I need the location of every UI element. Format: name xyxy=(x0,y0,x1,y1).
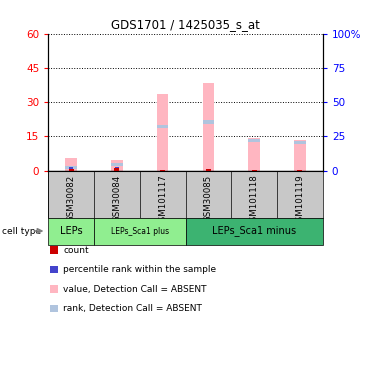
Text: GSM101119: GSM101119 xyxy=(295,174,304,227)
Bar xyxy=(249,138,260,171)
Text: percentile rank within the sample: percentile rank within the sample xyxy=(63,265,216,274)
Bar xyxy=(48,217,94,244)
Bar xyxy=(249,139,260,142)
Bar xyxy=(294,141,306,144)
Text: GSM30084: GSM30084 xyxy=(112,174,121,222)
Bar xyxy=(50,305,58,312)
Text: cell type: cell type xyxy=(2,226,41,236)
Bar xyxy=(50,266,58,273)
Bar xyxy=(252,170,257,171)
Bar xyxy=(114,168,119,171)
Text: count: count xyxy=(63,246,89,255)
Bar xyxy=(186,217,323,244)
Bar xyxy=(69,167,73,169)
Text: LEPs_Sca1 minus: LEPs_Sca1 minus xyxy=(212,225,296,237)
Bar xyxy=(160,170,165,171)
Bar xyxy=(65,166,77,170)
Bar xyxy=(65,158,77,171)
Bar xyxy=(294,140,306,171)
Bar xyxy=(115,167,119,168)
Text: LEPs_Sca1 plus: LEPs_Sca1 plus xyxy=(111,226,169,236)
Text: GSM30082: GSM30082 xyxy=(67,174,76,222)
Text: GSM101118: GSM101118 xyxy=(250,174,259,227)
Bar xyxy=(69,169,74,171)
Bar xyxy=(157,125,168,128)
Bar xyxy=(111,160,122,171)
Text: LEPs: LEPs xyxy=(60,226,82,236)
Text: GSM30085: GSM30085 xyxy=(204,174,213,222)
Bar xyxy=(157,94,168,171)
Bar xyxy=(203,83,214,171)
Text: value, Detection Call = ABSENT: value, Detection Call = ABSENT xyxy=(63,285,207,294)
Bar xyxy=(206,169,211,171)
Bar xyxy=(50,246,58,254)
Title: GDS1701 / 1425035_s_at: GDS1701 / 1425035_s_at xyxy=(111,18,260,31)
Bar xyxy=(203,120,214,124)
Bar xyxy=(94,217,186,244)
Text: rank, Detection Call = ABSENT: rank, Detection Call = ABSENT xyxy=(63,304,202,313)
Text: GSM101117: GSM101117 xyxy=(158,174,167,227)
Bar xyxy=(50,285,58,293)
Bar xyxy=(111,163,122,166)
Bar xyxy=(297,170,302,171)
